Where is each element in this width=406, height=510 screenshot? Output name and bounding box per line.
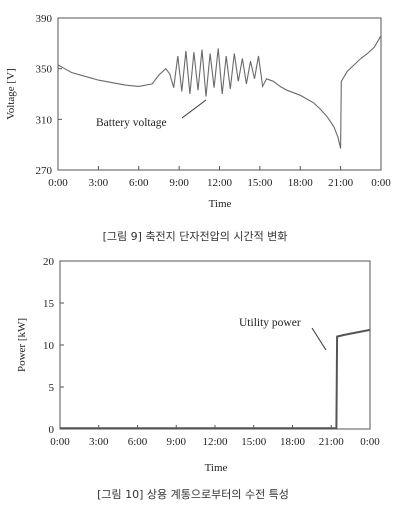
x-tick-label: 12:00 xyxy=(202,436,228,448)
annotation-leader xyxy=(311,327,327,351)
plot-frame xyxy=(57,17,382,171)
y-axis-title: Voltage [V] xyxy=(5,68,17,119)
x-tick-label: 6:00 xyxy=(128,436,148,448)
x-tick-label: 9:00 xyxy=(166,436,186,448)
x-tick-label: 3:00 xyxy=(89,177,109,189)
x-tick-label: 12:00 xyxy=(207,177,233,189)
x-tick-label: 0:00 xyxy=(50,436,70,448)
y-tick-label: 15 xyxy=(43,298,55,310)
y-tick-label: 5 xyxy=(49,382,55,394)
figure-caption: [그림 9] 축전지 단자전압의 시간적 변화 xyxy=(103,230,288,243)
utility-power-line xyxy=(60,328,371,430)
figure-caption: [그림 10] 상용 계통으로부터의 수전 특성 xyxy=(97,488,289,501)
x-tick-label: 18:00 xyxy=(280,436,306,448)
battery-voltage-annotation: Battery voltage xyxy=(96,117,167,129)
battery-voltage-line xyxy=(57,35,382,149)
x-tick-label: 15:00 xyxy=(241,436,267,448)
annotation-leader xyxy=(181,99,207,119)
plot-frame xyxy=(59,260,371,430)
y-tick-label: 10 xyxy=(43,340,55,352)
y-tick-label: 20 xyxy=(43,256,55,268)
y-tick-label: 270 xyxy=(36,165,53,177)
x-tick-label: 9:00 xyxy=(169,177,189,189)
y-tick-label: 390 xyxy=(36,13,53,25)
x-tick-label: 3:00 xyxy=(89,436,109,448)
utility-power-annotation: Utility power xyxy=(239,317,301,329)
x-tick-label: 21:00 xyxy=(319,436,345,448)
battery-voltage-chart: 270 310 350 390 0:00 3:00 6:00 9:00 12:00 15:00 1… xyxy=(5,13,391,243)
y-axis-title: Power [kW] xyxy=(16,318,28,372)
x-tick-label: 18:00 xyxy=(288,177,314,189)
x-tick-label: 0:00 xyxy=(360,436,380,448)
x-tick-label: 0:00 xyxy=(48,177,68,189)
y-tick-label: 310 xyxy=(36,114,53,126)
utility-power-chart: 0 5 10 15 20 0:00 3:00 6:00 9:00 12:00 15:00 18:00… xyxy=(16,256,380,501)
y-tick-label: 350 xyxy=(36,64,53,76)
x-tick-label: 0:00 xyxy=(371,177,391,189)
x-axis-title: Time xyxy=(209,198,232,210)
x-tick-label: 15:00 xyxy=(247,177,273,189)
y-tick-label: 0 xyxy=(49,424,55,436)
x-tick-label: 21:00 xyxy=(328,177,354,189)
x-axis-title: Time xyxy=(205,462,228,474)
x-tick-label: 6:00 xyxy=(129,177,149,189)
